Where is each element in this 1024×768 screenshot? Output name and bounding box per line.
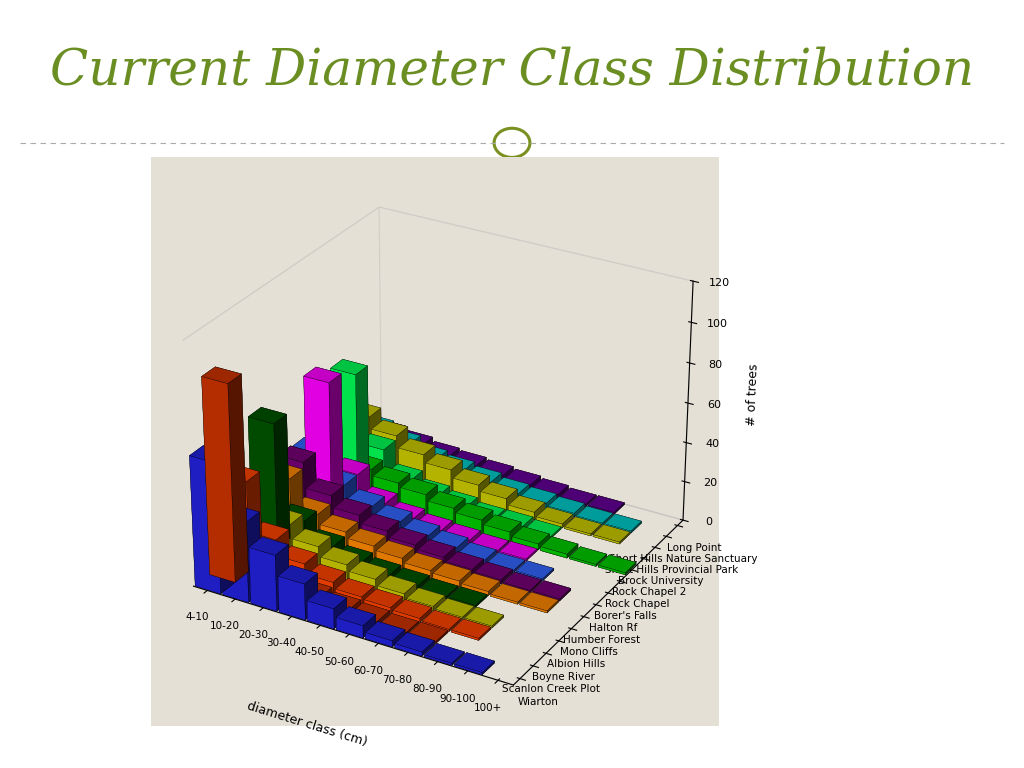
X-axis label: diameter class (cm): diameter class (cm) [246,699,369,749]
Text: Current Diameter Class Distribution: Current Diameter Class Distribution [50,46,974,96]
